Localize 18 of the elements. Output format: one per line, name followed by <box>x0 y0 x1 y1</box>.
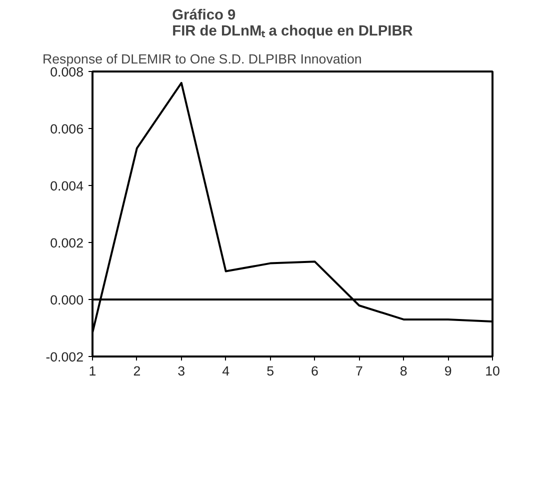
x-tick-label: 9 <box>444 364 452 378</box>
y-tick-label: -0.002 <box>46 350 84 364</box>
y-tick-label: 0.008 <box>50 64 84 80</box>
x-tick-label: 7 <box>355 364 363 378</box>
x-tick-label: 5 <box>266 364 274 378</box>
x-tick-label: 10 <box>485 364 500 378</box>
chart-title: Gráfico 9 FIR de DLnMₜ a choque en DLPIBR <box>172 8 414 40</box>
x-tick-label: 3 <box>178 364 186 378</box>
y-tick-label: 0.002 <box>50 236 84 250</box>
x-tick-label: 8 <box>400 364 408 378</box>
y-tick-label: 0.000 <box>50 292 84 308</box>
x-tick-label: 6 <box>311 364 318 378</box>
chart-subtitle: Response of DLEMIR to One S.D. DLPIBR Innovation <box>42 52 362 66</box>
y-tick-label: 0.006 <box>50 122 84 136</box>
x-tick-label: 2 <box>133 364 141 378</box>
x-tick-label: 1 <box>88 364 96 378</box>
y-tick-label: 0.004 <box>50 178 84 194</box>
x-tick-label: 4 <box>222 364 230 378</box>
